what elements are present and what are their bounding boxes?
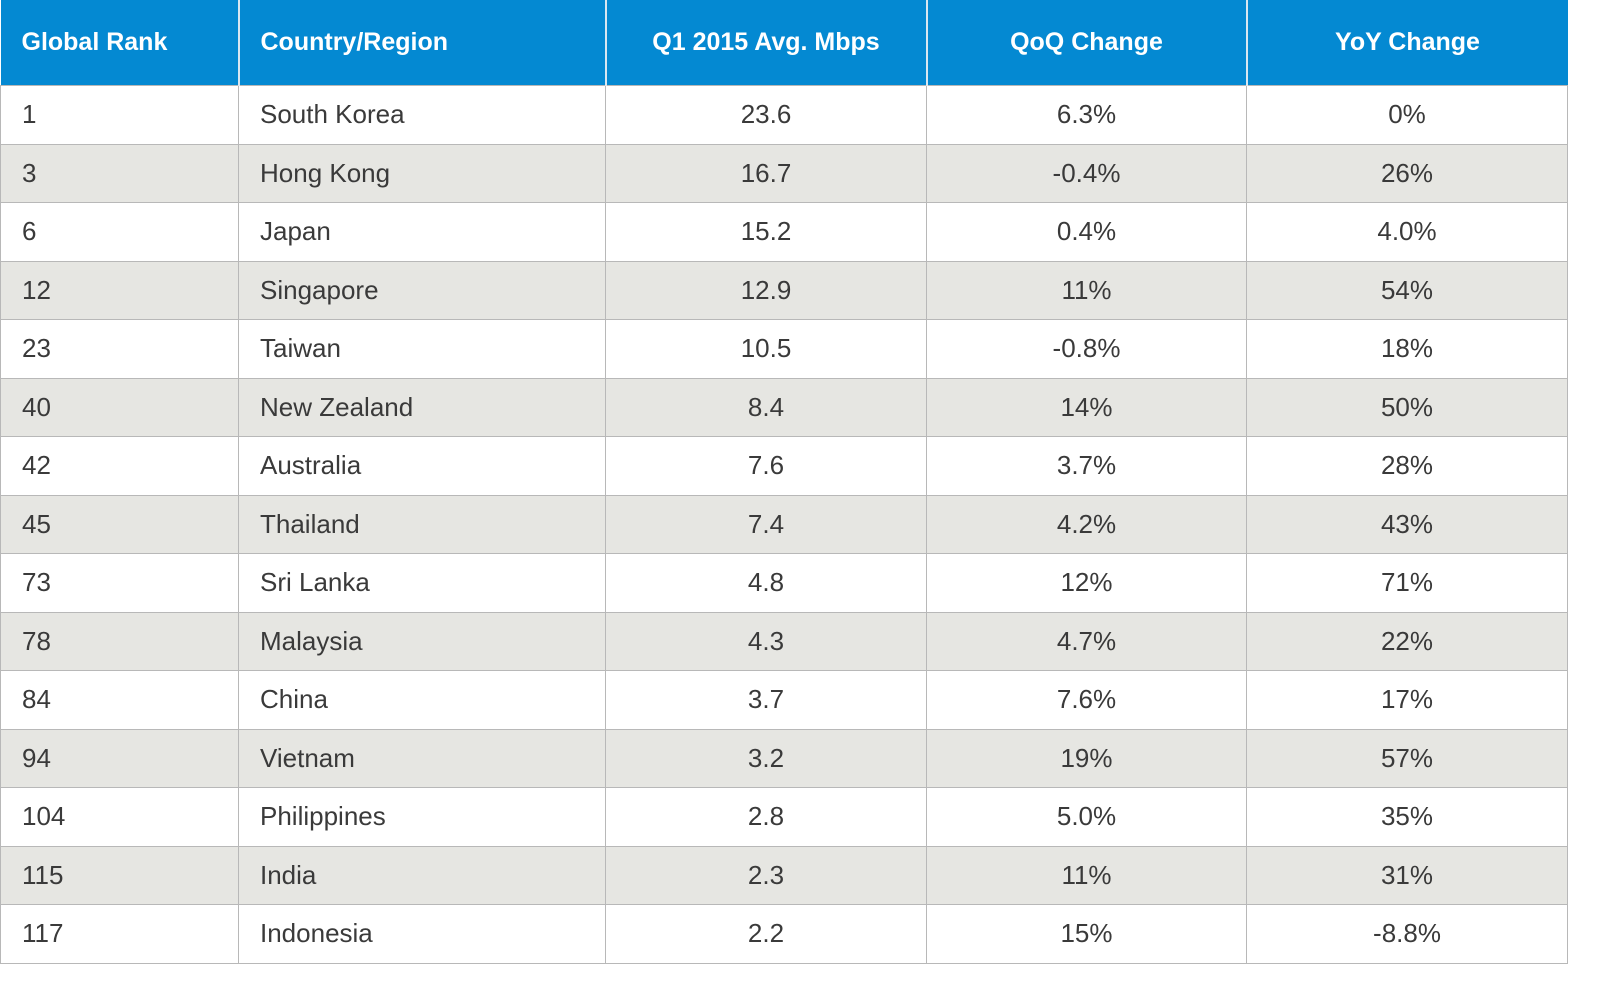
table-cell: 54% (1246, 260, 1568, 320)
header-cell: Global Rank (0, 0, 240, 86)
table-cell: 45 (0, 494, 239, 554)
table-cell: 71% (1246, 553, 1568, 613)
table-cell: 26% (1246, 143, 1568, 203)
table-cell: 10.5 (605, 319, 927, 379)
table-cell: 3.7% (926, 436, 1247, 496)
table-cell: 0.4% (926, 202, 1247, 262)
table-cell: 22% (1246, 611, 1568, 671)
table-cell: 17% (1246, 670, 1568, 730)
table-row: 73 Sri Lanka 4.8 12% 71% (0, 553, 1568, 613)
table-cell: 28% (1246, 436, 1568, 496)
table-cell: 3.7 (605, 670, 927, 730)
table-cell: 7.4 (605, 494, 927, 554)
table-cell: 73 (0, 553, 239, 613)
table-row: 104 Philippines 2.8 5.0% 35% (0, 787, 1568, 847)
table-cell: 4.3 (605, 611, 927, 671)
table-cell: Thailand (238, 494, 606, 554)
table-cell: 0% (1246, 85, 1568, 145)
table-cell: 43% (1246, 494, 1568, 554)
table-cell: 78 (0, 611, 239, 671)
table-cell: 18% (1246, 319, 1568, 379)
table-cell: -8.8% (1246, 904, 1568, 964)
table-cell: 4.7% (926, 611, 1247, 671)
table-row: 84 China 3.7 7.6% 17% (0, 670, 1568, 730)
table-row: 115 India 2.3 11% 31% (0, 845, 1568, 905)
table-cell: 3.2 (605, 728, 927, 788)
table-row: 78 Malaysia 4.3 4.7% 22% (0, 611, 1568, 671)
table-cell: 6.3% (926, 85, 1247, 145)
table-cell: Singapore (238, 260, 606, 320)
table-cell: China (238, 670, 606, 730)
table-row: 42 Australia 7.6 3.7% 28% (0, 436, 1568, 496)
table-cell: 12.9 (605, 260, 927, 320)
table-cell: 4.0% (1246, 202, 1568, 262)
header-cell: Country/Region (238, 0, 607, 86)
table-cell: -0.8% (926, 319, 1247, 379)
table-cell: Australia (238, 436, 606, 496)
table-cell: 8.4 (605, 377, 927, 437)
table-cell: Japan (238, 202, 606, 262)
table-cell: 19% (926, 728, 1247, 788)
table-cell: Taiwan (238, 319, 606, 379)
header-cell: Q1 2015 Avg. Mbps (605, 0, 928, 86)
table-row: 1 South Korea 23.6 6.3% 0% (0, 85, 1568, 145)
table-row: 94 Vietnam 3.2 19% 57% (0, 728, 1568, 788)
table-cell: 12 (0, 260, 239, 320)
table-cell: -0.4% (926, 143, 1247, 203)
table-cell: 2.3 (605, 845, 927, 905)
table-cell: Indonesia (238, 904, 606, 964)
table-body: 1 South Korea 23.6 6.3% 0% 3 Hong Kong 16.7 -0.4… (0, 85, 1568, 964)
table-cell: 2.8 (605, 787, 927, 847)
table-cell: 104 (0, 787, 239, 847)
table-row: 117 Indonesia 2.2 15% -8.8% (0, 904, 1568, 964)
table-cell: South Korea (238, 85, 606, 145)
table-cell: 11% (926, 845, 1247, 905)
table-cell: 12% (926, 553, 1247, 613)
table-cell: 14% (926, 377, 1247, 437)
table-cell: 23 (0, 319, 239, 379)
table-cell: 84 (0, 670, 239, 730)
table-cell: 4.2% (926, 494, 1247, 554)
table-cell: 1 (0, 85, 239, 145)
table-cell: 3 (0, 143, 239, 203)
table-cell: 23.6 (605, 85, 927, 145)
table-cell: 40 (0, 377, 239, 437)
table-cell: 115 (0, 845, 239, 905)
table-cell: 4.8 (605, 553, 927, 613)
table-cell: Hong Kong (238, 143, 606, 203)
table-row: 12 Singapore 12.9 11% 54% (0, 260, 1568, 320)
table-cell: 35% (1246, 787, 1568, 847)
header-cell: YoY Change (1246, 0, 1568, 86)
table-cell: 11% (926, 260, 1247, 320)
table-cell: 31% (1246, 845, 1568, 905)
table-cell: 6 (0, 202, 239, 262)
table-cell: 57% (1246, 728, 1568, 788)
table-row: 40 New Zealand 8.4 14% 50% (0, 377, 1568, 437)
table-cell: 15% (926, 904, 1247, 964)
table-cell: 16.7 (605, 143, 927, 203)
header-cell: QoQ Change (926, 0, 1248, 86)
table-row: 6 Japan 15.2 0.4% 4.0% (0, 202, 1568, 262)
table-cell: Philippines (238, 787, 606, 847)
table-cell: 7.6 (605, 436, 927, 496)
table-cell: 117 (0, 904, 239, 964)
table-cell: 2.2 (605, 904, 927, 964)
table-cell: Malaysia (238, 611, 606, 671)
table-cell: 94 (0, 728, 239, 788)
table-cell: 50% (1246, 377, 1568, 437)
speed-table: Global Rank Country/Region Q1 2015 Avg. Mb… (0, 0, 1568, 964)
table-cell: 42 (0, 436, 239, 496)
table-row: 23 Taiwan 10.5 -0.8% 18% (0, 319, 1568, 379)
table-row: 45 Thailand 7.4 4.2% 43% (0, 494, 1568, 554)
table-cell: 15.2 (605, 202, 927, 262)
table-cell: 7.6% (926, 670, 1247, 730)
table-cell: Sri Lanka (238, 553, 606, 613)
table-cell: Vietnam (238, 728, 606, 788)
table-cell: 5.0% (926, 787, 1247, 847)
table-cell: India (238, 845, 606, 905)
table-row: 3 Hong Kong 16.7 -0.4% 26% (0, 143, 1568, 203)
header-row: Global Rank Country/Region Q1 2015 Avg. Mb… (0, 0, 1568, 86)
table-cell: New Zealand (238, 377, 606, 437)
